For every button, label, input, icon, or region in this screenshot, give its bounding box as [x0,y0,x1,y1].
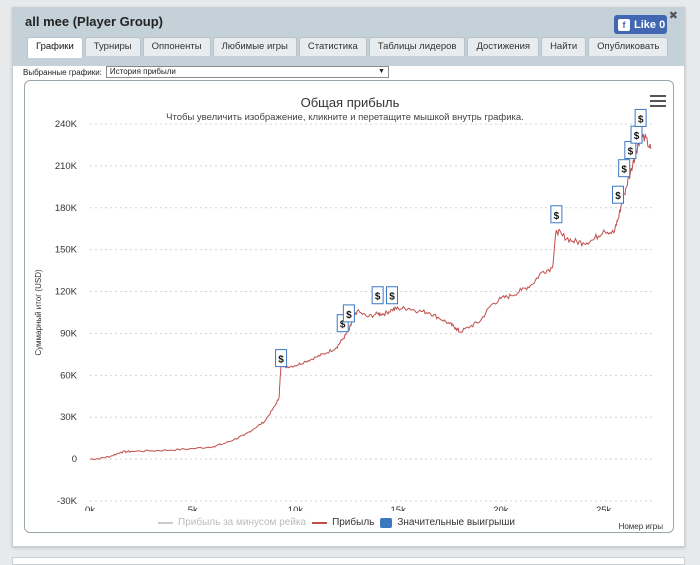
legend-line-grey [158,521,173,524]
facebook-like-button[interactable]: f Like 0 [614,15,667,34]
big-win-flag-symbol: $ [615,191,621,202]
chart-title: Общая прибыль [301,95,400,110]
legend-label-profit: Прибыль [332,517,375,528]
y-tick-label: 0 [72,454,77,465]
tab-leaderboards[interactable]: Таблицы лидеров [368,37,466,56]
big-win-flag [336,314,349,333]
y-tick-label: 60K [60,370,78,381]
x-tick-label: 25k [596,505,612,511]
x-tick-label: 20k [493,505,509,511]
facebook-like-label: Like 0 [634,18,666,31]
chart-selector-label: Выбранные графики: [23,67,102,77]
legend-line-red [312,521,328,524]
big-win-flag-symbol: $ [340,320,346,331]
y-tick-label: 150K [55,245,78,256]
thumbs-up-icon: f [618,18,630,31]
tab-favorite-games[interactable]: Любимые игры [212,37,297,56]
player-group-window: all mee (Player Group) ✖ f Like 0 График… [12,7,685,547]
legend-item-profit[interactable]: Прибыль [312,517,374,528]
tab-statistics[interactable]: Статистика [298,37,367,56]
big-win-flag [634,108,647,127]
chart-selector-value: История прибыли [109,67,176,76]
big-win-flag-symbol: $ [346,310,352,321]
y-tick-label: 210K [55,161,78,172]
big-win-flag-symbol: $ [278,355,284,366]
chevron-down-icon: ▼ [377,68,385,75]
big-win-flag [275,349,288,368]
close-icon[interactable]: ✖ [668,10,678,22]
y-tick-label: 180K [55,203,78,214]
big-win-flag-symbol: $ [554,211,560,222]
next-panel-edge [12,557,685,565]
x-tick-label: 15k [391,505,407,511]
legend-label-profit-minus-rake: Прибыль за минусом рейка [178,517,307,528]
big-win-flag [342,304,355,323]
chart-selector-dropdown[interactable]: История прибыли ▼ [105,66,389,78]
big-win-flag [550,205,563,224]
big-win-flag-symbol: $ [634,131,640,142]
tab-achievements[interactable]: Достижения [467,37,540,56]
tab-charts[interactable]: Графики [27,37,83,58]
tab-publish[interactable]: Опубликовать [588,37,669,56]
legend-item-profit-minus-rake[interactable]: Прибыль за минусом рейка [158,517,306,528]
y-tick-label: 90K [60,328,78,339]
big-win-flag [386,286,399,305]
tab-bar: Графики Турниры Оппоненты Любимые игры С… [27,37,669,58]
y-tick-label: 30K [60,412,78,423]
y-tick-label: 240K [55,119,78,130]
legend-label-big-wins: Значительные выигрыши [397,517,515,528]
y-axis-title: Суммарный итог (USD) [34,269,43,356]
big-win-flag [618,159,631,178]
big-win-flag [371,286,384,305]
tab-opponents[interactable]: Оппоненты [142,37,211,56]
legend-box-blue [380,517,393,528]
legend-item-big-wins[interactable]: Значительные выигрыши [380,517,515,528]
big-win-flag [624,141,637,160]
big-win-flag [612,185,625,204]
profit-chart[interactable]: Общая прибыль Чтобы увеличить изображение… [24,80,674,533]
y-tick-label: 120K [55,287,78,298]
profit-series-line [89,133,652,461]
tab-tournaments[interactable]: Турниры [84,37,141,56]
x-tick-label: 0k [85,505,95,511]
big-win-flag-symbol: $ [628,147,634,158]
window-header: all mee (Player Group) ✖ f Like 0 График… [13,8,684,66]
window-title: all mee (Player Group) [25,14,163,29]
chart-legend: Прибыль за минусом рейка Прибыль Значите… [158,517,515,528]
chart-menu-icon[interactable] [650,95,666,108]
big-win-flag-symbol: $ [375,292,381,303]
x-axis-title: Номер игры [618,522,663,531]
big-win-flag-symbol: $ [621,165,627,176]
big-win-flag-symbol: $ [638,114,644,125]
x-tick-label: 5k [188,505,198,511]
big-win-flag-symbol: $ [389,292,395,303]
chart-selector-row: Выбранные графики: История прибыли ▼ [23,66,389,78]
x-tick-label: 10k [288,505,304,511]
tab-find[interactable]: Найти [541,37,587,56]
y-tick-label: -30K [57,496,78,507]
profit-chart-plot[interactable]: Общая прибыль Чтобы увеличить изображение… [25,81,675,511]
chart-subtitle: Чтобы увеличить изображение, кликните и … [166,112,524,123]
